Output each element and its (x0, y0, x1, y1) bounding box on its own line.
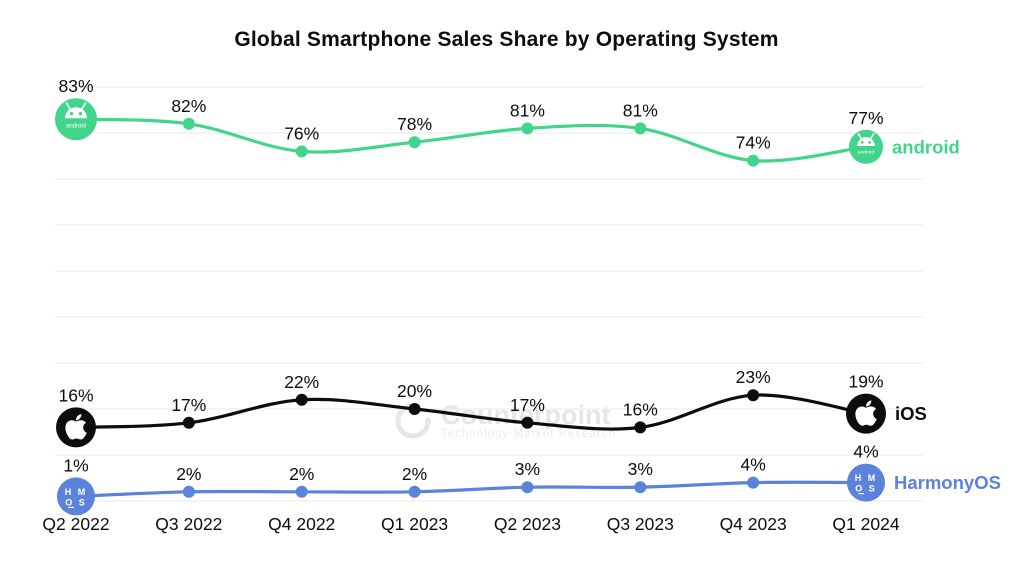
data-label: 76% (284, 123, 319, 143)
data-label: 78% (397, 114, 432, 134)
data-point (521, 122, 534, 135)
data-label: 4% (740, 455, 765, 475)
data-point (182, 117, 195, 130)
harmonyos-icon: H MO S (57, 477, 95, 516)
x-axis-label: Q1 2023 (381, 514, 448, 534)
data-label: 16% (58, 385, 93, 405)
svg-text:H M: H M (855, 473, 878, 483)
harmonyos-icon: H MO S (847, 463, 885, 502)
data-label: 77% (848, 108, 883, 128)
data-point (634, 481, 647, 494)
svg-text:O S: O S (65, 497, 87, 507)
data-label: 82% (171, 96, 206, 116)
series-line (74, 117, 868, 163)
svg-text:H M: H M (65, 487, 88, 497)
x-axis-label: Q2 2022 (42, 514, 109, 534)
android-icon: android (849, 129, 883, 164)
data-label: 4% (853, 442, 878, 462)
data-point (295, 485, 308, 498)
data-label: 81% (623, 100, 658, 120)
x-axis-label: Q3 2023 (607, 514, 674, 534)
data-label: 1% (63, 455, 88, 475)
series-line (74, 393, 868, 431)
android-icon: android (55, 98, 97, 141)
data-label: 23% (736, 367, 771, 387)
data-point (182, 485, 195, 498)
data-point (634, 122, 647, 135)
data-label: 2% (176, 464, 201, 484)
data-label: 17% (171, 395, 206, 415)
data-label: 83% (58, 76, 93, 96)
data-point (295, 393, 308, 406)
x-axis-label: Q3 2022 (155, 514, 222, 534)
data-label: 19% (848, 372, 883, 392)
data-point (634, 421, 647, 434)
x-axis: Q2 2022 Q3 2022 Q4 2022 Q1 2023 Q2 2023 Q3 20… (42, 514, 899, 534)
svg-text:android: android (66, 124, 86, 130)
data-point (408, 136, 421, 149)
data-label: 17% (510, 395, 545, 415)
data-point (521, 416, 534, 429)
data-label: 3% (628, 459, 653, 479)
svg-text:O S: O S (855, 484, 877, 494)
data-label: 20% (397, 381, 432, 401)
data-label: 16% (623, 399, 658, 419)
series-label-HarmonyOS: HarmonyOS (894, 472, 1001, 493)
data-label: 74% (736, 133, 771, 153)
x-axis-label: Q1 2024 (832, 514, 899, 534)
apple-icon (56, 407, 96, 448)
series-label-android: android (892, 136, 960, 157)
data-label: 2% (402, 464, 427, 484)
apple-icon (846, 393, 886, 434)
x-axis-label: Q4 2023 (720, 514, 787, 534)
data-point (747, 476, 760, 489)
series-label-iOS: iOS (895, 403, 927, 424)
gridlines (55, 86, 923, 502)
series-iOS: 16% 17% 22% 20% 17% 16% 23% 19% iOS (56, 367, 927, 448)
svg-text:android: android (858, 150, 874, 156)
x-axis-label: Q4 2022 (268, 514, 335, 534)
data-label: 22% (284, 372, 319, 392)
series-line (74, 480, 868, 498)
data-point (747, 389, 760, 402)
data-label: 81% (510, 100, 545, 120)
watermark-tagline: Technology Market Research (441, 428, 616, 440)
data-label: 3% (515, 459, 540, 479)
data-point (408, 403, 421, 415)
series-HarmonyOS: H MO SH MO S1% 2% 2% 2% 3% 3% 4%4%HarmonyOS (57, 442, 1001, 516)
data-point (747, 154, 760, 167)
data-point (521, 481, 534, 494)
data-point (182, 416, 195, 429)
data-point (295, 145, 308, 158)
data-label: 2% (289, 464, 314, 484)
series-android: android android 83% 82% 76% 78% 81% 81% 74% 77% an… (55, 76, 960, 167)
x-axis-label: Q2 2023 (494, 514, 561, 534)
chart-title: Global Smartphone Sales Share by Operati… (234, 28, 779, 51)
data-point (408, 485, 421, 498)
